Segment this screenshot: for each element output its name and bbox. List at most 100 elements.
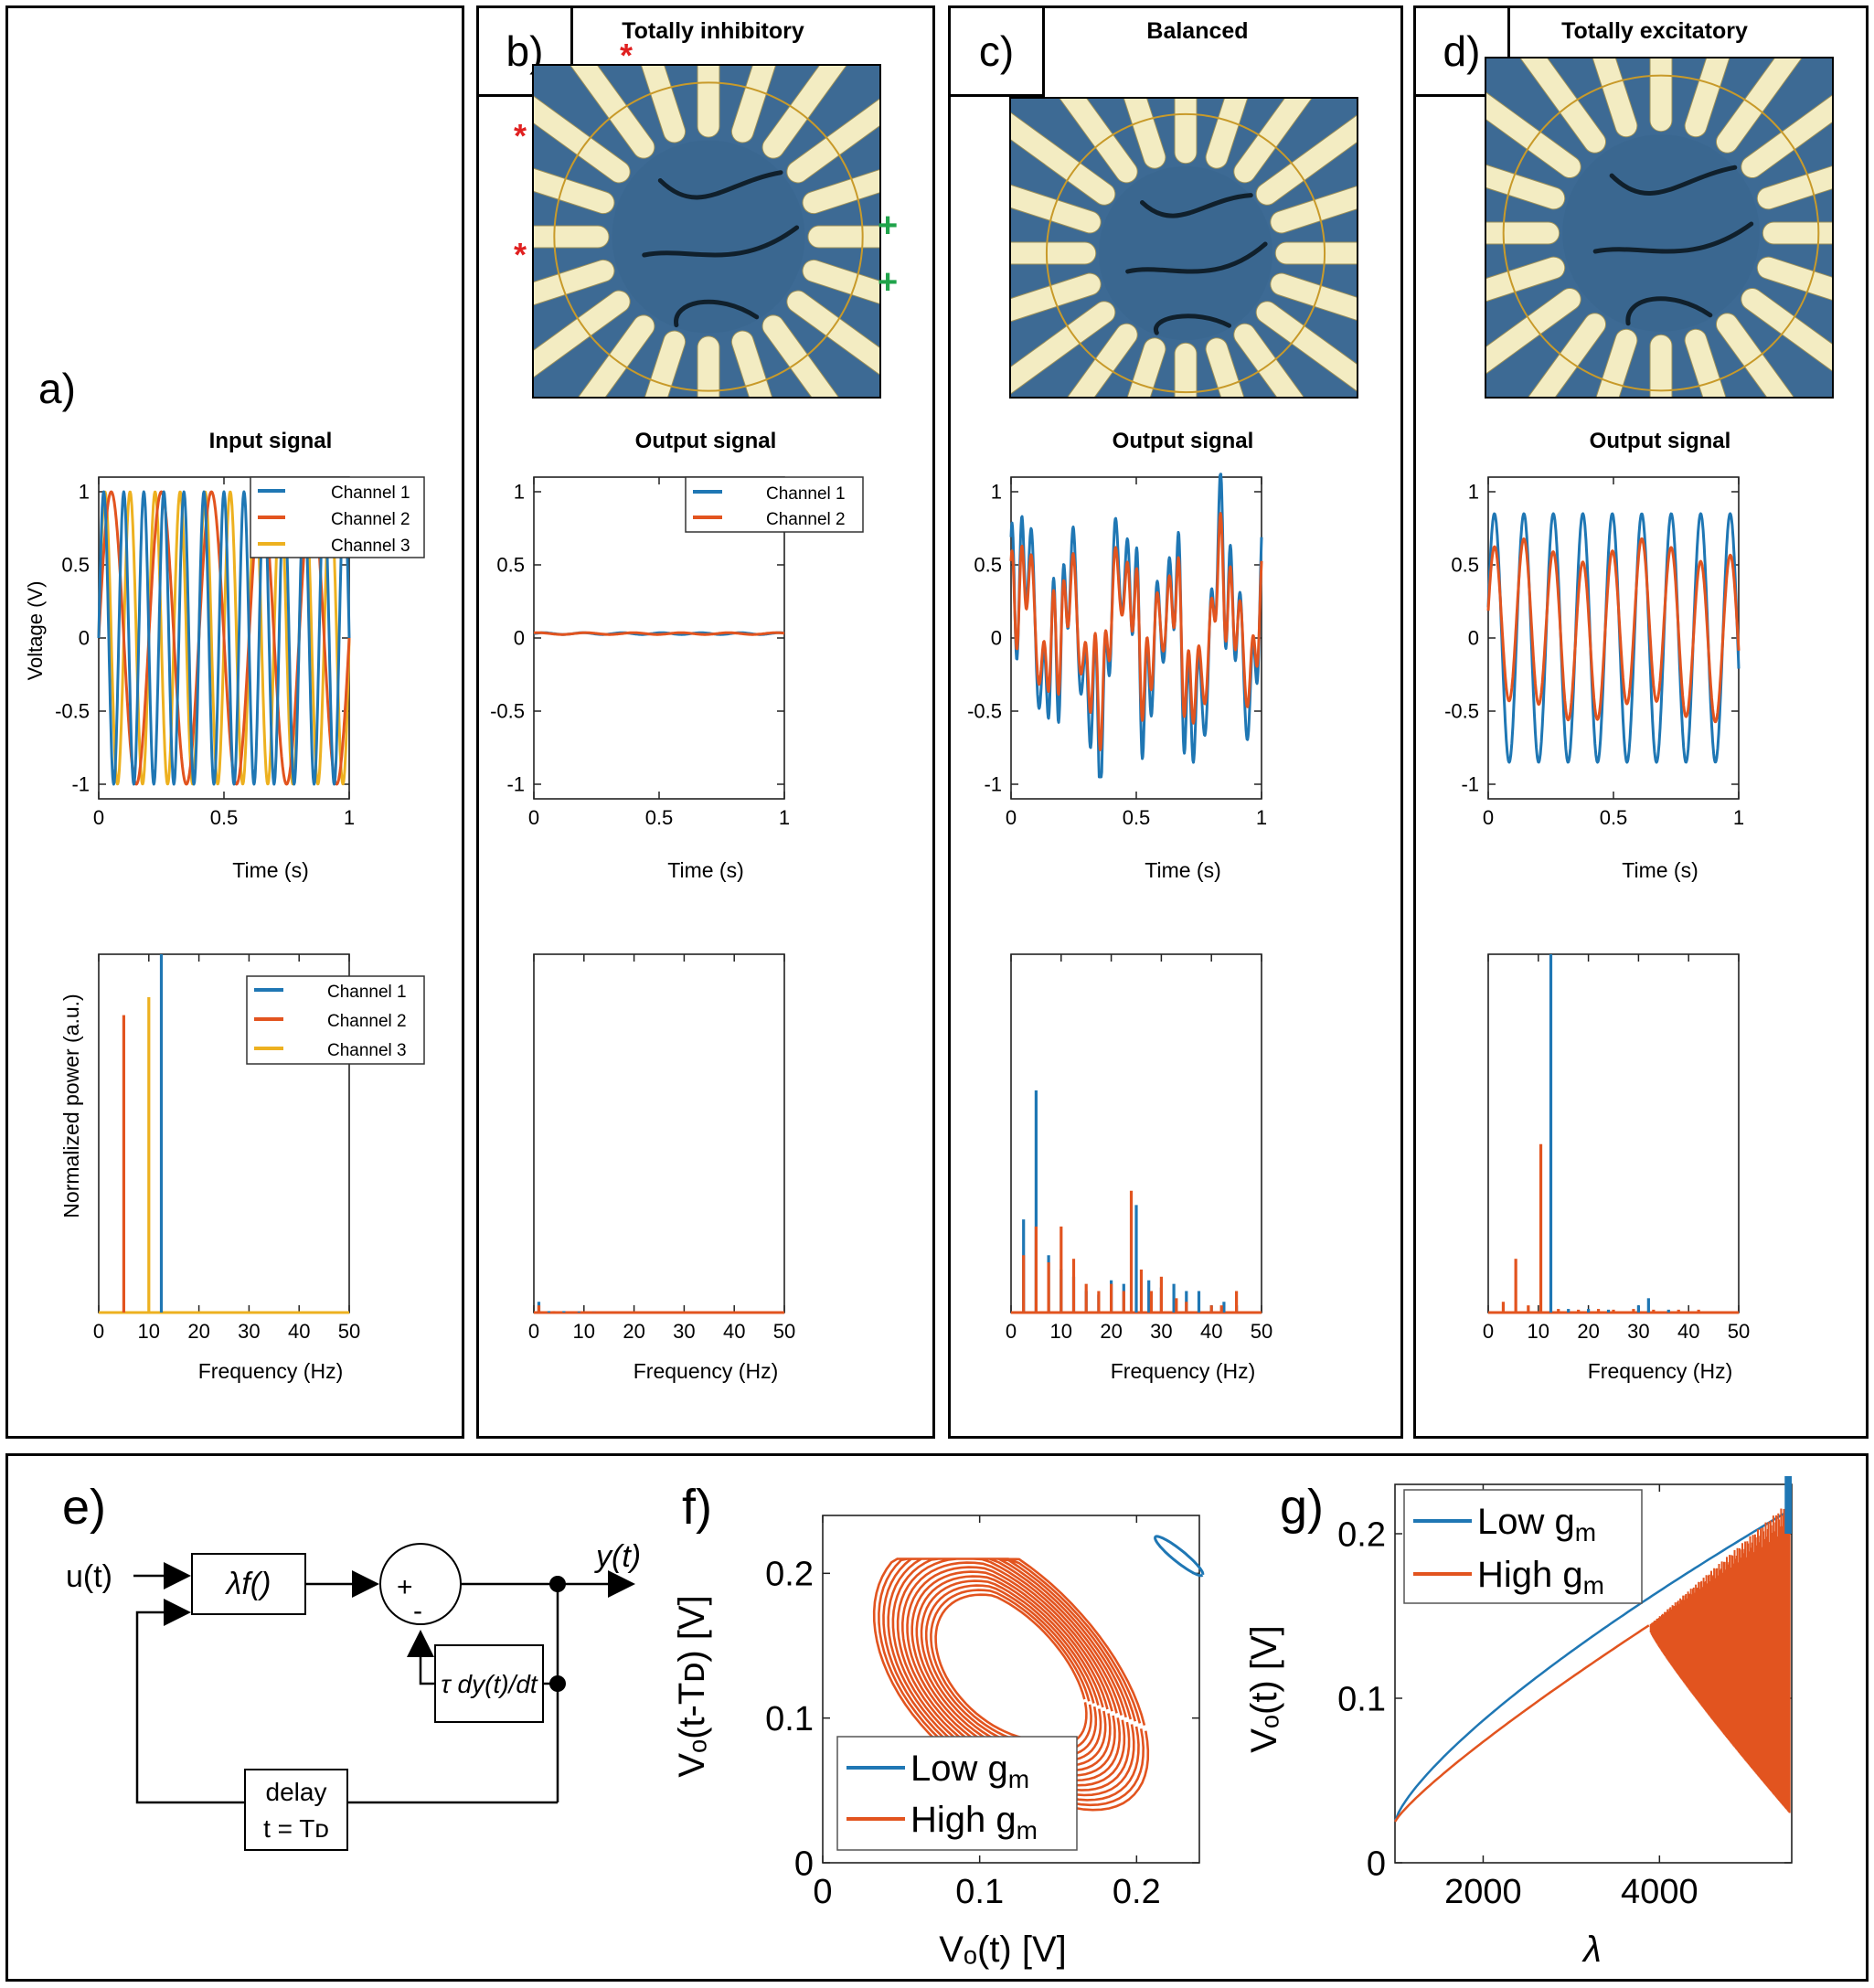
y-tick-label: 0.2 [765,1556,814,1594]
electrode-array-graphic [1486,58,1832,397]
electrode-pad [730,330,803,397]
electrode-pad [1205,99,1271,169]
x-tick-label: 0.5 [645,806,674,829]
electrode-finger [1011,241,1097,265]
electrode-pad [1486,221,1560,245]
electrode-finger [730,66,803,144]
electrode-finger [534,225,610,249]
x-tick-label: 40 [288,1320,310,1343]
electrode-finger [1011,272,1102,338]
electrode-finger [1715,313,1832,397]
electrode-finger [534,290,631,397]
x-axis-label: Time (s) [1622,858,1698,882]
ring-outline [1502,74,1820,392]
electrode-finger [1649,58,1673,133]
y-tick-label: 0.1 [765,1700,814,1738]
x-tick-label: 10 [573,1320,595,1343]
legend: Channel 1 Channel 2 [685,476,864,533]
y-tick-label: 0 [794,1844,814,1883]
plot-d-time: 0 0.5 1 -1 -0.5 0 0.5 1 [1444,476,1744,829]
delay-equation: t = Tᴅ [263,1814,329,1843]
y-tick-label: 0.5 [974,554,1002,577]
panel-label-e: e) [62,1480,107,1535]
x-tick-label: 30 [1627,1320,1649,1343]
dendrite-growth [1592,165,1754,326]
series-line [1486,537,1741,724]
electrode-finger [614,330,687,397]
x-tick-label: 40 [723,1320,745,1343]
electrode-pad [614,330,687,397]
y-tick-label: 0 [1367,1844,1386,1883]
y-tick-label: 0.5 [1451,554,1479,577]
electrode-pad [534,290,631,397]
x-tick-label: 0 [1483,806,1494,829]
electrode-finger [1649,334,1673,397]
electrode-pad [1649,58,1673,133]
electrode-pad [1486,62,1581,179]
x-tick-label: 0 [1483,1320,1494,1343]
y-axis-label: Vₒ(t) [V] [1244,1625,1284,1753]
legend-entry: Channel 1 [331,484,410,503]
y-tick-label: 0 [991,627,1002,650]
y-axis-label: Vₒ(t-Tᴅ) [V] [672,1595,712,1777]
legend: Low gm High gm [1403,1489,1643,1604]
electrode-pad [1255,101,1357,206]
x-tick-label: 1 [344,806,355,829]
chart-title: Output signal [1113,429,1254,453]
electrode-pad [802,259,879,331]
x-axis-label: Vₒ(t) [V] [939,1930,1067,1970]
electrode-finger [534,143,615,215]
x-tick-label: 10 [138,1320,160,1343]
legend-box [685,476,864,533]
electrode-finger [1565,58,1638,138]
y-tick-label: -0.5 [1444,700,1479,723]
x-tick-label: 40 [1677,1320,1699,1343]
electrode-pad [761,314,877,397]
electrode-pad [1486,256,1566,329]
electrode-finger [1684,328,1757,397]
electrode-finger [1034,99,1138,184]
x-tick-label: 20 [1100,1320,1122,1343]
x-tick-label: 30 [238,1320,260,1343]
low-gm-curve [1393,1509,1791,1823]
electrode-pad [1233,99,1337,184]
electrode-finger [1741,62,1832,179]
x-tick-label: 1 [779,806,790,829]
y-tick-label: -1 [1461,773,1479,796]
x-tick-label: 0 [528,1320,539,1343]
electrode-finger [807,225,879,249]
electrode-finger [1270,168,1357,234]
electrode-pad [786,290,879,397]
electrode-finger [1270,272,1357,338]
derivative-block [434,1644,544,1723]
electrode-pad [1762,221,1832,245]
active-area [1562,134,1760,332]
arrow [135,1599,245,1804]
electrode-pad [1756,137,1832,210]
electrode-pad [1174,99,1198,165]
y-tick-label: 0.1 [1337,1680,1386,1718]
y-tick-label: 1 [79,481,90,504]
legend-box [1403,1489,1643,1604]
x-tick-label: 30 [1150,1320,1172,1343]
y-tick-label: 0 [1468,627,1479,650]
red-star-marker: * [514,236,527,273]
legend-entry: Channel 2 [766,510,846,529]
electrode-pad [1741,287,1832,397]
electrode-finger [1274,241,1357,265]
electrode-finger [1490,313,1607,397]
derivative-label: τ dy(t)/dt [441,1670,538,1698]
dendrite-growth [1125,193,1268,335]
x-tick-label: 0 [93,1320,104,1343]
plot-c-time: 0 0.5 1 -1 -0.5 0 0.5 1 [967,473,1267,829]
x-tick-label: 0 [528,806,539,829]
electrode-pad [1715,58,1832,154]
electrode-finger [534,69,631,184]
x-tick-label: 20 [1577,1320,1599,1343]
electrode-pad [1741,62,1832,179]
legend: Low gm High gm [836,1736,1078,1851]
electrode-pad [1011,272,1102,338]
y-tick-label: -1 [984,773,1002,796]
electrode-finger [1101,337,1166,397]
x-tick-label: 0.2 [1113,1873,1161,1911]
